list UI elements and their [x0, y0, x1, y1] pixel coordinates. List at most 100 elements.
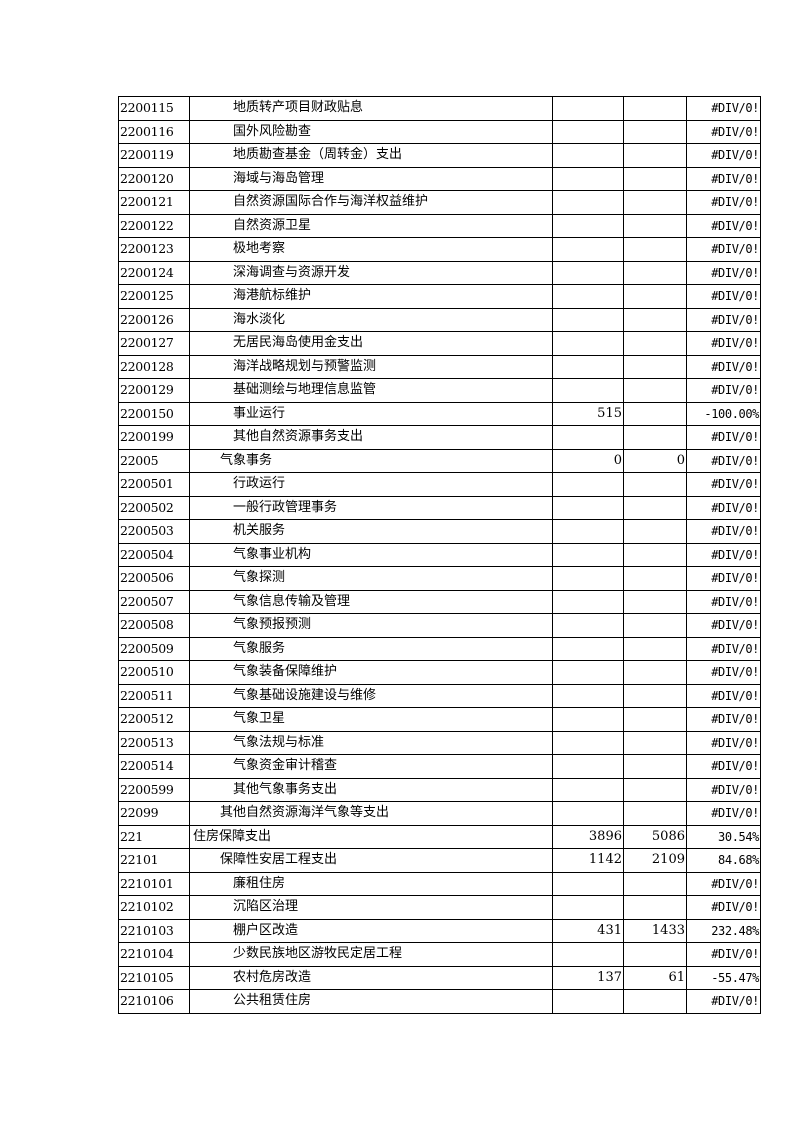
code-cell: 2200507 — [118, 589, 190, 614]
percent-change-cell: #DIV/0! — [686, 143, 761, 168]
percent-change-cell: #DIV/0! — [686, 260, 761, 285]
name-cell: 气象服务 — [189, 636, 553, 661]
code-cell: 2200599 — [118, 777, 190, 802]
table-row: 22005 气象事务 0 0 #DIV/0! — [118, 448, 761, 473]
code-cell: 2200503 — [118, 519, 190, 544]
table-row: 2210102 沉陷区治理 #DIV/0! — [118, 895, 761, 920]
value-2-cell — [623, 96, 687, 121]
percent-change-cell: #DIV/0! — [686, 777, 761, 802]
value-1-cell — [552, 495, 624, 520]
name-cell: 行政运行 — [189, 472, 553, 497]
value-1-cell — [552, 472, 624, 497]
table-row: 2200124 深海调查与资源开发 #DIV/0! — [118, 260, 761, 285]
table-row: 2200119 地质勘查基金（周转金）支出 #DIV/0! — [118, 143, 761, 168]
table-row: 221 住房保障支出 3896 5086 30.54% — [118, 824, 761, 849]
value-1-cell — [552, 542, 624, 567]
table-row: 2200121 自然资源国际合作与海洋权益维护 #DIV/0! — [118, 190, 761, 215]
percent-change-cell: #DIV/0! — [686, 213, 761, 238]
value-2-cell — [623, 401, 687, 426]
name-cell: 公共租赁住房 — [189, 989, 553, 1014]
name-cell: 气象事务 — [189, 448, 553, 473]
value-1-cell — [552, 613, 624, 638]
table-row: 2200502 一般行政管理事务 #DIV/0! — [118, 495, 761, 520]
name-cell: 自然资源国际合作与海洋权益维护 — [189, 190, 553, 215]
value-2-cell — [623, 730, 687, 755]
code-cell: 2200121 — [118, 190, 190, 215]
value-2-cell — [623, 777, 687, 802]
value-2-cell — [623, 942, 687, 967]
table-row: 22099 其他自然资源海洋气象等支出 #DIV/0! — [118, 801, 761, 826]
value-2-cell: 0 — [623, 448, 687, 473]
code-cell: 2200124 — [118, 260, 190, 285]
budget-table: 2200115 地质转产项目财政贴息 #DIV/0! 2200116 国外风险勘查 #DI… — [118, 96, 761, 1014]
value-1-cell — [552, 660, 624, 685]
value-1-cell — [552, 237, 624, 262]
code-cell: 2200512 — [118, 707, 190, 732]
value-1-cell — [552, 895, 624, 920]
value-1-cell — [552, 378, 624, 403]
code-cell: 2200150 — [118, 401, 190, 426]
value-2-cell — [623, 895, 687, 920]
code-cell: 2200504 — [118, 542, 190, 567]
name-cell: 基础测绘与地理信息监管 — [189, 378, 553, 403]
table-row: 2210106 公共租赁住房 #DIV/0! — [118, 989, 761, 1014]
value-2-cell: 1433 — [623, 918, 687, 943]
code-cell: 2200501 — [118, 472, 190, 497]
name-cell: 机关服务 — [189, 519, 553, 544]
name-cell: 气象事业机构 — [189, 542, 553, 567]
name-cell: 气象法规与标准 — [189, 730, 553, 755]
table-row: 2200514 气象资金审计稽查 #DIV/0! — [118, 754, 761, 779]
percent-change-cell: 84.68% — [686, 848, 761, 873]
name-cell: 深海调查与资源开发 — [189, 260, 553, 285]
value-2-cell: 2109 — [623, 848, 687, 873]
table-row: 2200599 其他气象事务支出 #DIV/0! — [118, 777, 761, 802]
value-1-cell — [552, 871, 624, 896]
value-1-cell — [552, 566, 624, 591]
percent-change-cell: #DIV/0! — [686, 871, 761, 896]
table-row: 2200511 气象基础设施建设与维修 #DIV/0! — [118, 683, 761, 708]
value-1-cell — [552, 331, 624, 356]
percent-change-cell: #DIV/0! — [686, 707, 761, 732]
percent-change-cell: #DIV/0! — [686, 754, 761, 779]
value-2-cell — [623, 754, 687, 779]
code-cell: 2210106 — [118, 989, 190, 1014]
code-cell: 2200509 — [118, 636, 190, 661]
code-cell: 22005 — [118, 448, 190, 473]
code-cell: 2210101 — [118, 871, 190, 896]
table-row: 2200501 行政运行 #DIV/0! — [118, 472, 761, 497]
code-cell: 22099 — [118, 801, 190, 826]
table-row: 2200120 海域与海岛管理 #DIV/0! — [118, 166, 761, 191]
code-cell: 2200120 — [118, 166, 190, 191]
value-2-cell — [623, 354, 687, 379]
name-cell: 气象探测 — [189, 566, 553, 591]
percent-change-cell: 232.48% — [686, 918, 761, 943]
value-1-cell: 515 — [552, 401, 624, 426]
table-row: 2200506 气象探测 #DIV/0! — [118, 566, 761, 591]
percent-change-cell: -55.47% — [686, 965, 761, 990]
table-row: 2200126 海水淡化 #DIV/0! — [118, 307, 761, 332]
value-1-cell — [552, 801, 624, 826]
value-1-cell — [552, 190, 624, 215]
code-cell: 2200514 — [118, 754, 190, 779]
table-row: 22101 保障性安居工程支出 1142 2109 84.68% — [118, 848, 761, 873]
percent-change-cell: #DIV/0! — [686, 354, 761, 379]
table-row: 2200150 事业运行 515 -100.00% — [118, 401, 761, 426]
percent-change-cell: #DIV/0! — [686, 566, 761, 591]
percent-change-cell: #DIV/0! — [686, 542, 761, 567]
name-cell: 海港航标维护 — [189, 284, 553, 309]
name-cell: 廉租住房 — [189, 871, 553, 896]
value-1-cell — [552, 119, 624, 144]
value-2-cell — [623, 190, 687, 215]
name-cell: 保障性安居工程支出 — [189, 848, 553, 873]
value-1-cell — [552, 754, 624, 779]
name-cell: 海水淡化 — [189, 307, 553, 332]
value-2-cell — [623, 237, 687, 262]
table-row: 2200509 气象服务 #DIV/0! — [118, 636, 761, 661]
code-cell: 2200129 — [118, 378, 190, 403]
value-2-cell — [623, 495, 687, 520]
value-1-cell — [552, 354, 624, 379]
value-2-cell — [623, 636, 687, 661]
code-cell: 2200511 — [118, 683, 190, 708]
table-row: 2200513 气象法规与标准 #DIV/0! — [118, 730, 761, 755]
value-1-cell — [552, 425, 624, 450]
